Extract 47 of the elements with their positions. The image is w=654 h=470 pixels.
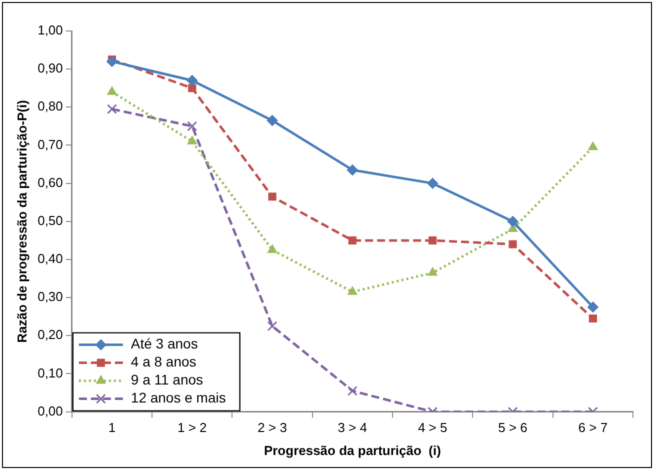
point [187, 121, 198, 132]
point [187, 136, 197, 144]
x-tick-label: 5 > 6 [498, 420, 528, 436]
x-tick-label: 6 > 7 [578, 420, 608, 436]
x-axis-title: Progressão da parturição (i) [264, 442, 441, 458]
legend-label: Até 3 anos [130, 336, 198, 352]
legend-label: 12 anos e mais [130, 390, 226, 406]
point [508, 240, 517, 248]
point [428, 267, 438, 276]
y-tick-label: 1,00 [38, 22, 63, 38]
point [507, 216, 518, 227]
point [107, 86, 117, 95]
x-tick-label: 1 > 2 [177, 420, 207, 436]
point [587, 302, 598, 313]
y-tick-label: 0,50 [38, 212, 63, 228]
y-tick-label: 0,90 [38, 60, 63, 76]
y-tick-label: 0,80 [38, 98, 63, 114]
legend-label: 4 a 8 anos [130, 354, 196, 370]
y-tick-label: 0,70 [38, 136, 63, 152]
y-tick-label: 0,20 [38, 327, 63, 342]
point [588, 314, 597, 323]
y-tick-label: 0,10 [38, 365, 63, 380]
point [346, 164, 358, 176]
point [266, 114, 278, 126]
y-axis-title: Razão de progressão da parturição-P(i) [14, 100, 30, 343]
point [267, 244, 278, 253]
x-tick-label: 1 [108, 420, 116, 436]
y-tick-label: 0,30 [38, 289, 63, 304]
point [186, 75, 198, 86]
y-tick-label: 0,00 [38, 403, 63, 418]
point [188, 84, 196, 92]
point [106, 104, 117, 114]
x-tick-label: 3 > 4 [338, 420, 368, 436]
x-tick-label: 2 > 3 [258, 420, 287, 436]
point [348, 286, 358, 295]
y-tick-label: 0,40 [38, 251, 63, 266]
point [588, 142, 598, 150]
legend-label: 9 a 11 anos [130, 372, 204, 388]
point [347, 386, 358, 396]
x-tick-label: 4 > 5 [418, 420, 448, 436]
point [267, 321, 278, 332]
y-tick-label: 0,60 [38, 174, 63, 190]
point [427, 178, 438, 189]
point [106, 56, 118, 67]
point [268, 192, 276, 201]
point [428, 236, 437, 244]
point [348, 236, 356, 244]
